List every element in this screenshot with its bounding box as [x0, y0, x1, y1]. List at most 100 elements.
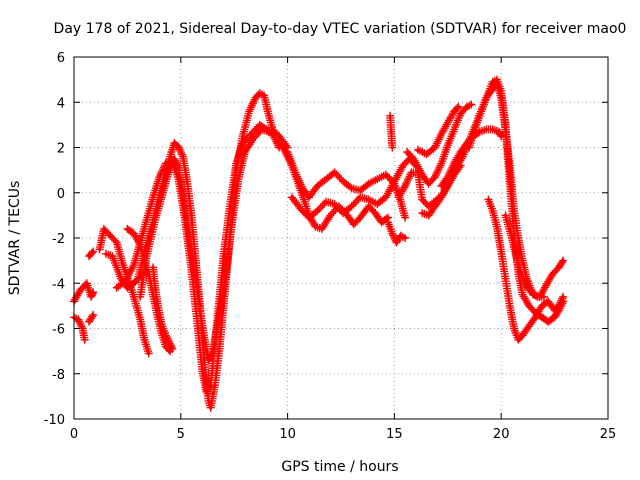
data-point	[80, 326, 85, 331]
data-point	[384, 173, 388, 177]
data-point	[249, 132, 253, 136]
data-point	[104, 252, 108, 256]
data-point	[405, 150, 409, 154]
series-sat-m	[287, 154, 420, 222]
data-point	[324, 177, 328, 181]
y-tick-label: -6	[52, 323, 65, 338]
data-point	[147, 351, 151, 355]
x-tick-label: 20	[493, 427, 510, 442]
data-point	[503, 277, 508, 281]
data-point	[258, 91, 262, 95]
data-point	[390, 145, 394, 150]
data-point	[508, 304, 512, 308]
data-series	[70, 75, 568, 412]
data-point	[241, 134, 245, 138]
data-point	[98, 247, 102, 251]
data-point	[389, 130, 393, 134]
data-point	[367, 204, 371, 208]
y-axis-label: SDTVAR / TECUs	[7, 181, 23, 296]
data-point	[358, 216, 362, 220]
data-point	[185, 179, 189, 183]
data-point	[200, 367, 204, 371]
data-point	[138, 243, 142, 247]
data-point	[516, 263, 520, 267]
series-sat-n	[384, 218, 410, 247]
data-point	[217, 349, 221, 353]
data-point	[266, 130, 270, 134]
series-sat-d	[85, 247, 98, 261]
data-point	[138, 295, 142, 299]
data-point	[392, 179, 396, 183]
data-point	[367, 197, 371, 202]
data-point	[142, 338, 147, 342]
data-point	[241, 141, 245, 145]
data-point	[236, 177, 241, 181]
data-point	[132, 295, 136, 299]
data-point	[189, 213, 194, 217]
x-tick-label: 25	[600, 427, 617, 442]
data-point	[78, 288, 82, 292]
data-point	[234, 161, 238, 165]
data-point	[491, 209, 495, 213]
y-tick-label: 4	[57, 96, 65, 111]
data-point	[386, 220, 390, 224]
data-point	[508, 179, 512, 183]
data-point	[380, 220, 384, 224]
data-point	[132, 231, 136, 236]
series-sat-k	[275, 136, 392, 233]
data-point	[529, 290, 533, 294]
data-point	[495, 225, 499, 229]
data-point	[510, 236, 514, 240]
chart-title: Day 178 of 2021, Sidereal Day-to-day VTE…	[54, 21, 627, 37]
data-point	[83, 338, 87, 342]
series-markers	[102, 89, 292, 412]
y-tick-label: 2	[57, 142, 65, 157]
data-point	[177, 166, 181, 170]
data-point	[467, 145, 471, 150]
data-point	[553, 315, 557, 319]
data-point	[499, 89, 503, 93]
data-point	[499, 250, 503, 254]
data-point	[123, 279, 127, 283]
data-point	[167, 340, 171, 344]
data-point	[260, 127, 264, 131]
data-point	[315, 209, 320, 213]
series-sat-c	[85, 310, 98, 326]
data-point	[115, 265, 119, 269]
data-point	[145, 218, 149, 222]
data-point	[427, 213, 431, 217]
data-point	[352, 222, 356, 226]
data-point	[341, 179, 345, 183]
data-point	[403, 184, 407, 188]
data-point	[251, 136, 255, 140]
data-point	[459, 112, 463, 116]
data-point	[170, 347, 174, 351]
series-markers	[85, 247, 98, 261]
data-point	[409, 170, 414, 174]
data-point	[459, 164, 463, 168]
data-point	[217, 315, 221, 319]
data-point	[439, 161, 443, 165]
data-point	[452, 173, 456, 177]
data-point	[204, 390, 208, 394]
data-point	[375, 177, 379, 181]
y-tick-label: -4	[52, 277, 65, 292]
data-point	[341, 211, 345, 215]
data-point	[439, 132, 443, 136]
data-point	[544, 283, 548, 288]
data-point	[456, 105, 461, 109]
data-point	[164, 345, 168, 349]
data-point	[420, 197, 424, 202]
data-point	[491, 80, 495, 84]
data-point	[87, 254, 91, 258]
data-point	[550, 272, 555, 276]
data-point	[521, 333, 525, 337]
y-tick-label: 0	[57, 187, 65, 202]
data-point	[416, 148, 420, 152]
data-point	[290, 195, 294, 199]
data-point	[160, 195, 164, 199]
data-point	[168, 155, 172, 159]
data-point	[153, 286, 157, 290]
data-point	[465, 105, 469, 109]
data-point	[452, 109, 456, 113]
